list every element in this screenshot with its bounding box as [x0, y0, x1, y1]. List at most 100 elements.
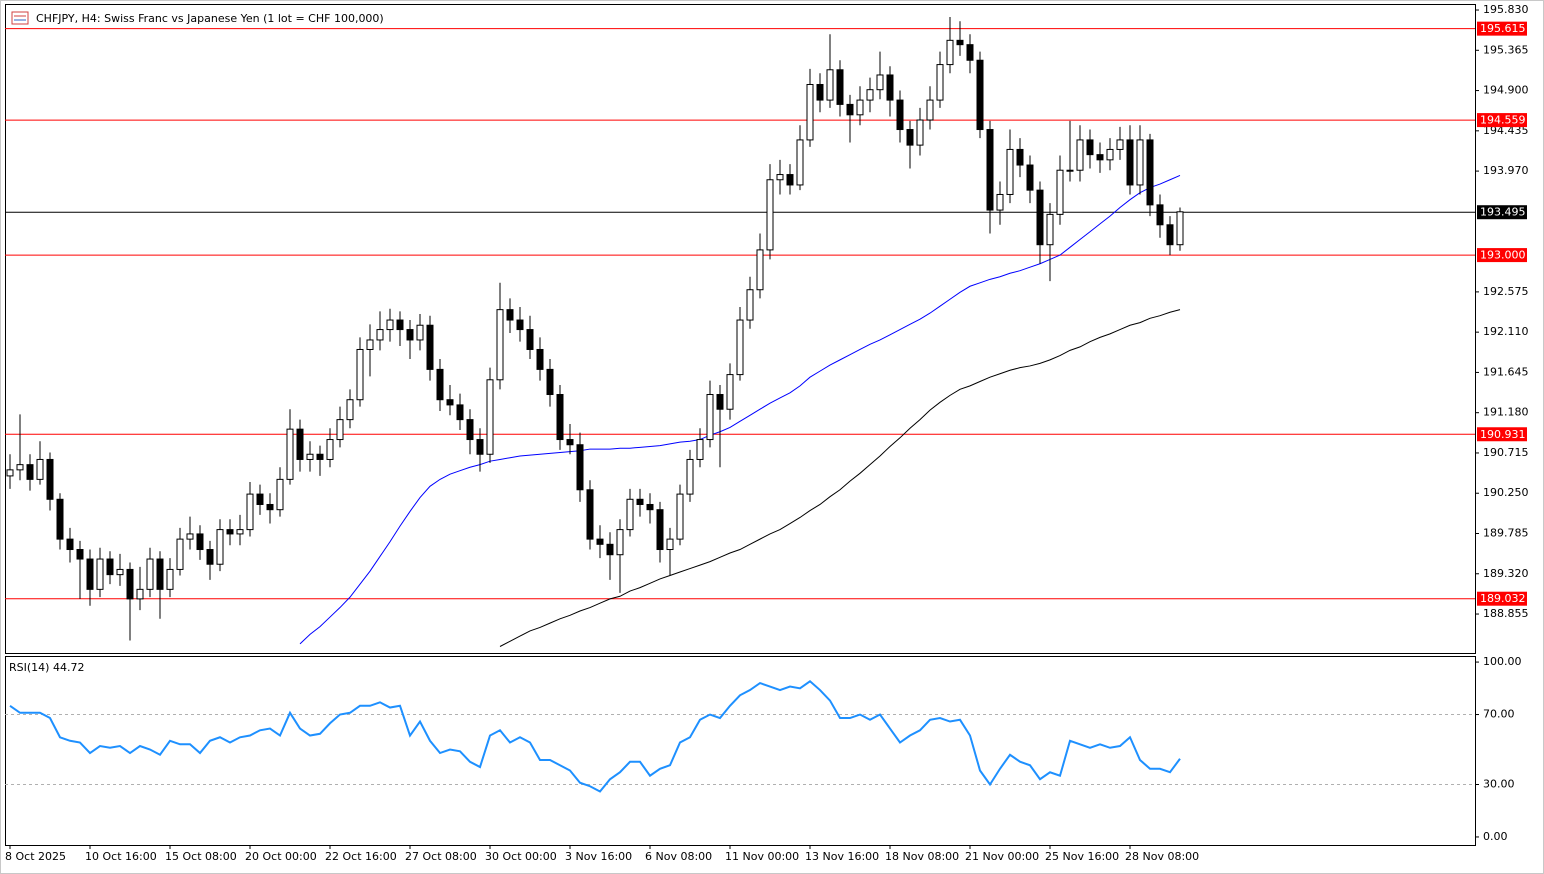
candle-body	[856, 99, 864, 116]
candle-body	[486, 379, 494, 455]
level-label-box	[1477, 591, 1527, 606]
x-tick-label: 30 Oct 00:00	[485, 850, 557, 863]
candle-body	[166, 568, 174, 590]
candle-body	[276, 478, 284, 511]
candle-body	[786, 174, 794, 186]
candle-body	[56, 498, 64, 540]
level-label: 194.559	[1480, 114, 1526, 127]
candle-body	[76, 549, 84, 560]
y-tick-label: 100.00	[1483, 655, 1522, 668]
candle-body	[916, 119, 924, 146]
candle-body	[1036, 189, 1044, 246]
candle-body	[946, 39, 954, 66]
candle-body	[1126, 139, 1134, 186]
rsi-line	[9, 680, 1181, 793]
level-label: 189.032	[1480, 592, 1526, 605]
candle-body	[846, 103, 854, 116]
candle-body	[976, 59, 984, 131]
level-label-box	[1477, 21, 1527, 36]
candle-body	[126, 568, 134, 600]
candle-body	[456, 404, 464, 421]
y-tick-label: 30.00	[1483, 777, 1515, 790]
candle-body	[86, 558, 94, 590]
candle-body	[496, 309, 504, 381]
candle-body	[966, 44, 974, 61]
chart-title: CHFJPY, H4: Swiss Franc vs Japanese Yen …	[36, 12, 384, 25]
candle-body	[996, 193, 1004, 211]
candle-body	[1066, 169, 1074, 172]
level-label: 190.931	[1480, 428, 1526, 441]
candle-body	[556, 394, 564, 441]
candle-body	[926, 99, 934, 121]
y-tick-label: 195.365	[1483, 43, 1529, 56]
x-tick-label: 27 Oct 08:00	[405, 850, 477, 863]
moving-average	[499, 309, 1181, 647]
candle-body	[836, 69, 844, 105]
candle-body	[1086, 139, 1094, 156]
candle-body	[606, 543, 614, 556]
candle-body	[206, 549, 214, 565]
rsi-title: RSI(14) 44.72	[9, 661, 84, 674]
candle-body	[776, 174, 784, 181]
level-label: 193.000	[1480, 249, 1526, 262]
candle-body	[796, 139, 804, 186]
candle-body	[876, 74, 884, 91]
x-tick-label: 11 Nov 00:00	[725, 850, 799, 863]
symbol-icon	[11, 11, 29, 25]
candle-body	[666, 538, 674, 551]
candle-body	[466, 419, 474, 441]
candle-body	[6, 469, 14, 477]
candle-body	[416, 324, 424, 341]
y-tick-label: 193.970	[1483, 164, 1529, 177]
candle-body	[656, 509, 664, 551]
candle-body	[956, 39, 964, 46]
x-tick-label: 28 Nov 08:00	[1125, 850, 1199, 863]
candle-body	[296, 428, 304, 460]
x-tick-label: 3 Nov 16:00	[565, 850, 632, 863]
candle-body	[1116, 139, 1124, 150]
level-label-box	[1477, 427, 1527, 442]
candle-body	[706, 394, 714, 441]
candle-body	[1136, 139, 1144, 186]
candle-body	[1056, 169, 1064, 215]
candle-body	[396, 319, 404, 331]
candle-body	[246, 493, 254, 531]
y-tick-label: 188.855	[1483, 607, 1529, 620]
x-tick-label: 13 Nov 16:00	[805, 850, 879, 863]
candle-body	[716, 394, 724, 410]
candle-body	[356, 348, 364, 401]
candle-body	[336, 419, 344, 441]
y-tick-label: 194.900	[1483, 84, 1529, 97]
candle-body	[686, 458, 694, 495]
y-tick-label: 190.715	[1483, 446, 1529, 459]
candle-body	[256, 493, 264, 505]
candle-body	[116, 568, 124, 576]
price-panel	[5, 4, 1476, 654]
candle-body	[176, 538, 184, 570]
candle-body	[746, 289, 754, 321]
candle-body	[546, 368, 554, 396]
candle-body	[436, 368, 444, 401]
candle-body	[516, 319, 524, 331]
candle-body	[46, 458, 54, 500]
y-tick-label: 190.250	[1483, 486, 1529, 499]
candle-body	[576, 444, 584, 491]
y-tick-label: 191.180	[1483, 406, 1529, 419]
x-tick-label: 25 Nov 16:00	[1045, 850, 1119, 863]
candle-body	[156, 558, 164, 590]
x-tick-label: 15 Oct 08:00	[165, 850, 237, 863]
candle-body	[1076, 139, 1084, 171]
y-tick-label: 70.00	[1483, 708, 1515, 721]
candle-body	[236, 529, 244, 535]
candle-body	[186, 533, 194, 540]
y-tick-label: 189.785	[1483, 526, 1529, 539]
candle-body	[1006, 148, 1014, 195]
moving-average	[299, 174, 1181, 645]
candle-body	[366, 339, 374, 350]
candle-body	[726, 374, 734, 410]
candle-body	[196, 533, 204, 551]
candle-body	[636, 498, 644, 505]
candle-body	[646, 503, 654, 511]
